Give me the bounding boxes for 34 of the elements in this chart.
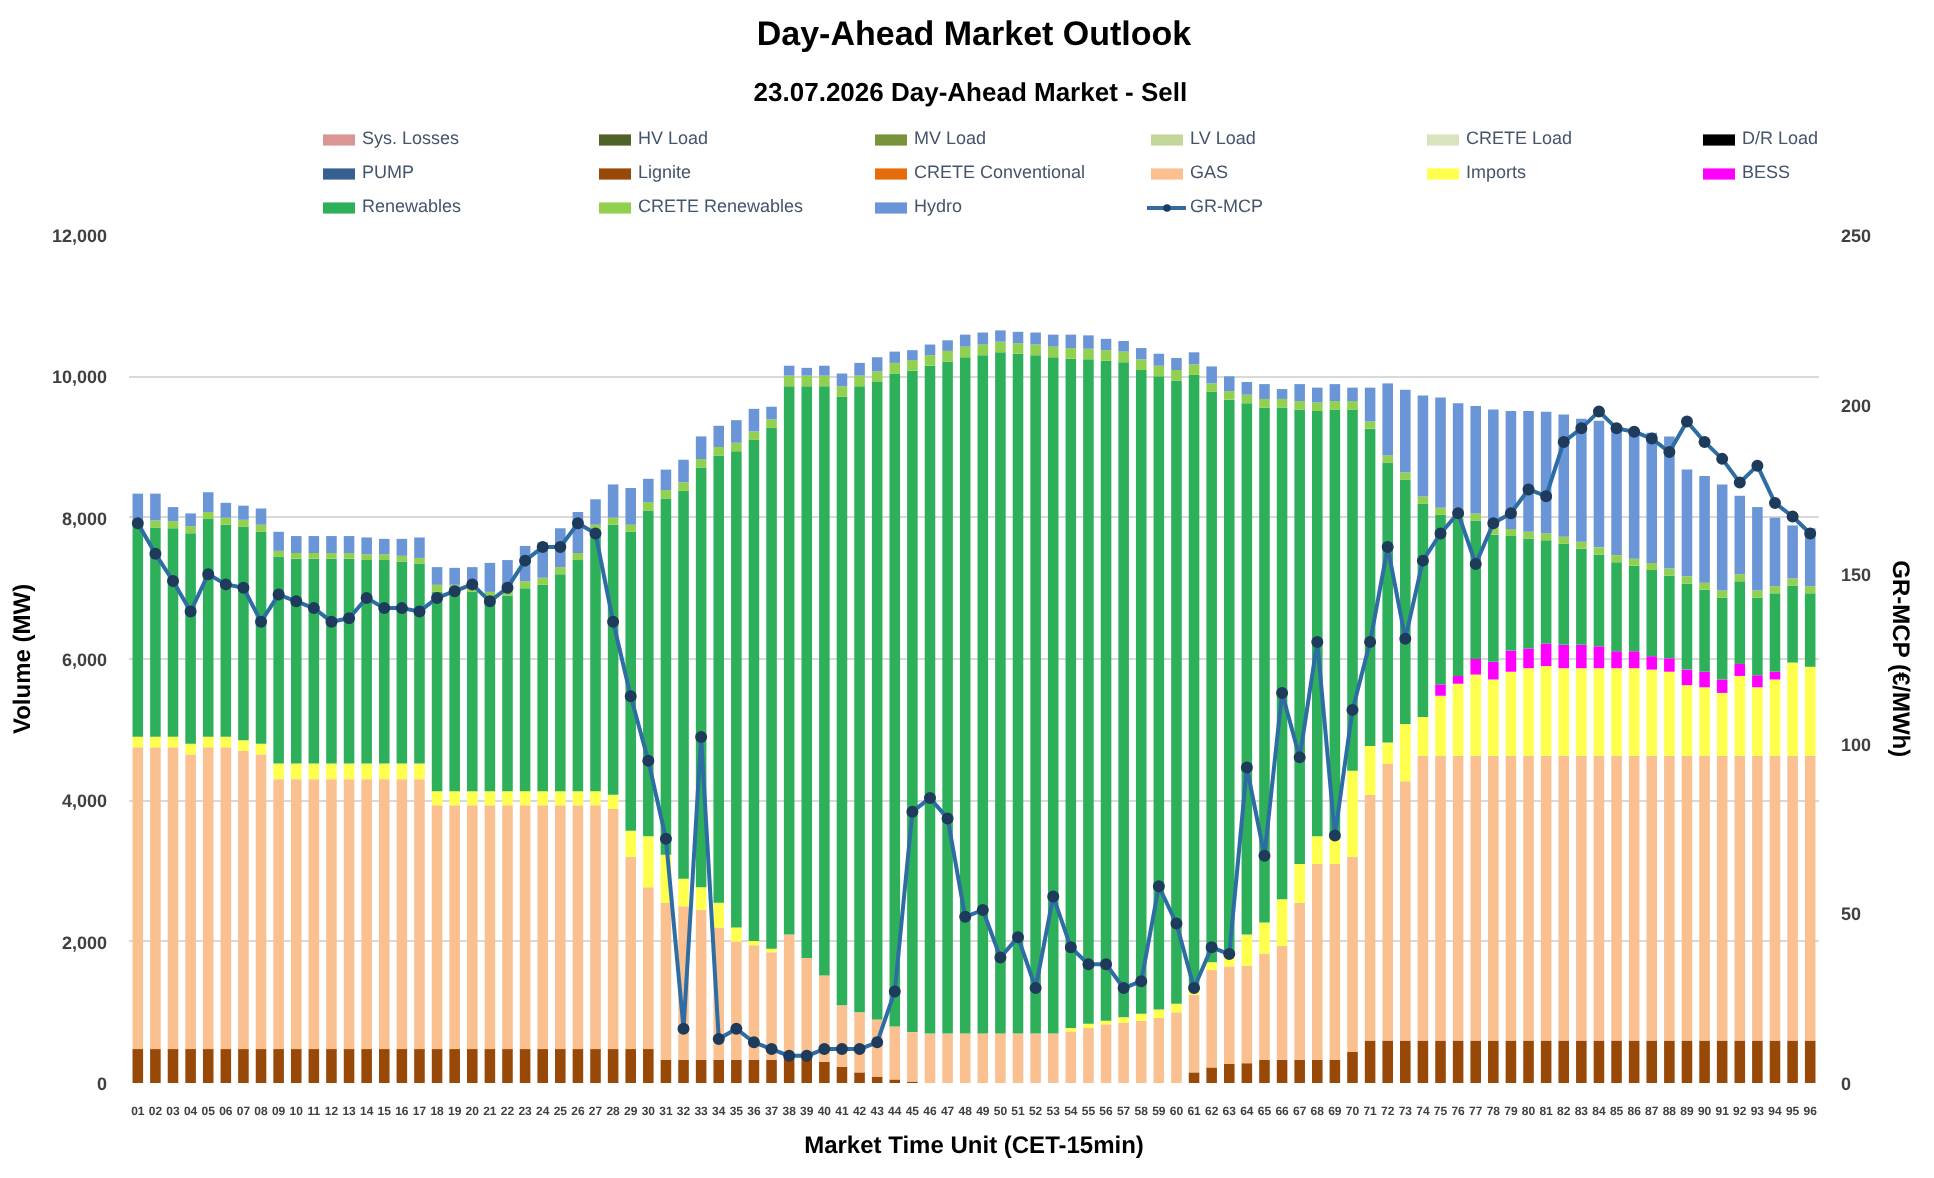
legend-label: LV Load	[1190, 128, 1258, 148]
y-tick-label: 10,000	[51, 367, 108, 388]
y2-tick-label: 0	[1841, 1074, 1852, 1094]
y-tick-label: 8,000	[61, 508, 108, 529]
y2-tick-label: 250	[1841, 226, 1872, 246]
legend-label: Lignite	[638, 162, 694, 182]
legend-label: HV Load	[638, 128, 711, 148]
legend-label: D/R Load	[1742, 128, 1820, 148]
legend-label: BESS	[1742, 162, 1793, 182]
legend-label: PUMP	[362, 162, 417, 182]
y2-tick-label: 100	[1841, 734, 1872, 755]
y2-tick-label: 200	[1841, 395, 1872, 416]
y-tick-label: 0	[96, 1074, 108, 1094]
legend-label: Sys. Losses	[362, 128, 462, 148]
legend-label: MV Load	[914, 128, 989, 148]
y-tick-label: 4,000	[61, 791, 108, 812]
legend-label: GR-MCP	[1190, 196, 1265, 216]
y-tick-label: 6,000	[61, 650, 108, 670]
legend-label: CRETE Conventional	[914, 162, 1088, 182]
y-tick-label: 2,000	[61, 932, 108, 953]
y2-tick-label: 50	[1841, 904, 1862, 925]
legend-label: Hydro	[914, 196, 965, 216]
y-tick-label: 12,000	[51, 226, 108, 246]
legend-label: CRETE Load	[1466, 128, 1575, 148]
chart-title: Day-Ahead Market Outlook	[756, 15, 1193, 53]
y2-axis-title: GR-MCP (€/MWh)	[1887, 560, 1916, 758]
y-axis-title: Volume (MW)	[7, 583, 36, 735]
legend-label: GAS	[1190, 162, 1231, 182]
legend-label: Imports	[1466, 162, 1529, 182]
legend-label: Renewables	[362, 196, 464, 216]
legend-label: CRETE Renewables	[638, 196, 806, 216]
x-axis-title: Market Time Unit (CET-15min)	[804, 1131, 1144, 1159]
chart-subtitle: 23.07.2026 Day-Ahead Market - Sell	[753, 77, 1188, 107]
y2-tick-label: 150	[1841, 565, 1872, 586]
